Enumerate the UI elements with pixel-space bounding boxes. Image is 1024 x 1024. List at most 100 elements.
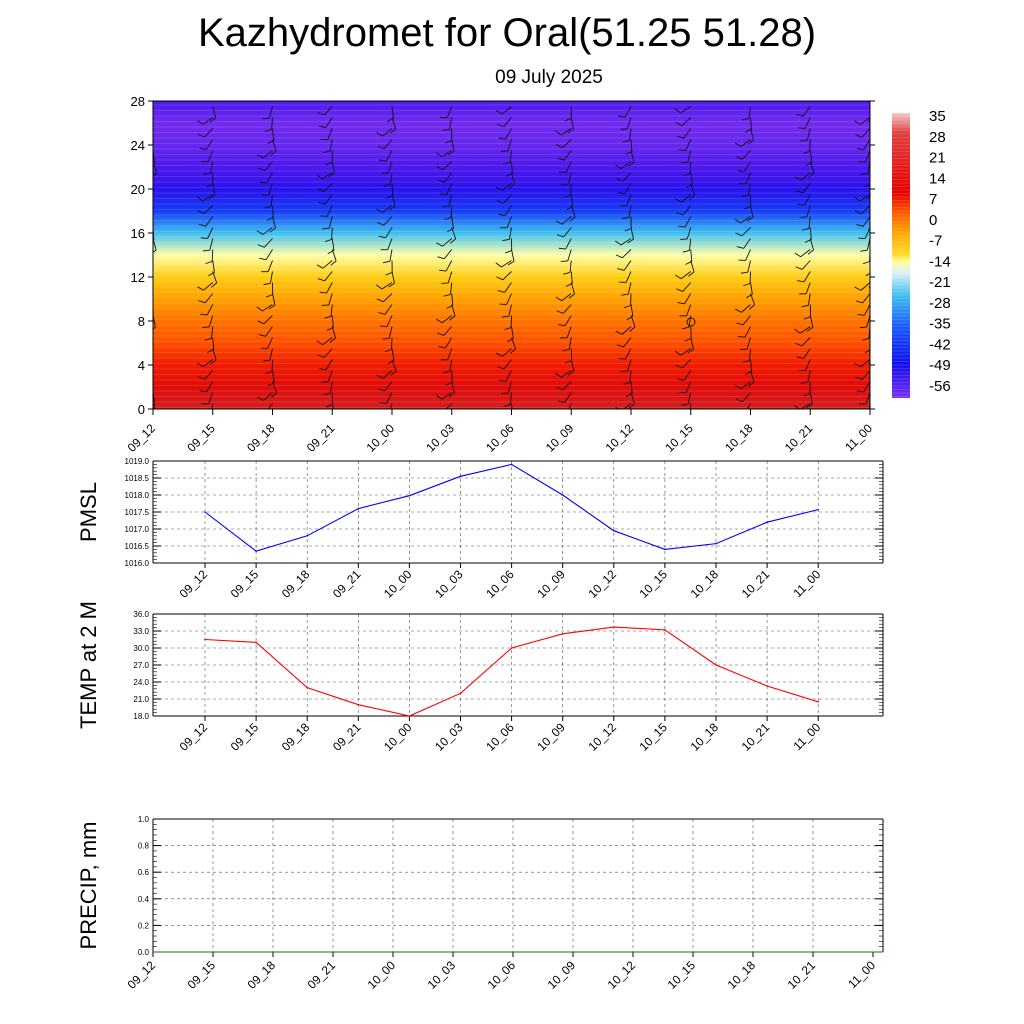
- wind-barb-flag: [266, 294, 273, 298]
- wind-barb-flag: [618, 115, 626, 118]
- wind-barb-flag: [259, 257, 267, 261]
- wind-barb: [680, 106, 691, 114]
- wind-barb: [381, 282, 393, 290]
- wind-barb: [331, 326, 336, 339]
- wind-barb: [690, 172, 693, 185]
- wind-barb-flag: [675, 364, 683, 369]
- data-point: [357, 703, 360, 706]
- wind-barb: [742, 392, 751, 402]
- wind-barb-flag: [856, 147, 864, 151]
- y-tick-label: 1017.5: [125, 508, 150, 517]
- wind-barb-flag: [256, 154, 264, 159]
- wind-barb-flag: [389, 205, 396, 211]
- wind-barb: [744, 326, 751, 338]
- wind-barb-flag: [318, 201, 326, 205]
- wind-barb-flag: [437, 256, 445, 260]
- wind-barb-flag: [497, 123, 504, 128]
- wind-barb: [447, 348, 453, 360]
- wind-barb: [745, 249, 751, 261]
- x-tick-label: 11_00: [845, 958, 878, 991]
- wind-barb-flag: [746, 216, 754, 222]
- wind-barb-flag: [330, 260, 337, 266]
- wind-barb-flag: [262, 359, 270, 362]
- wind-barb: [390, 172, 393, 185]
- wind-barb-flag: [152, 415, 157, 420]
- wind-barb: [203, 282, 214, 291]
- x-tick-label: 10_15: [637, 567, 671, 601]
- wind-barb-flag: [806, 403, 813, 409]
- wind-barb-flag: [616, 344, 624, 348]
- wind-barb: [741, 227, 751, 237]
- wind-barb-flag: [388, 282, 395, 288]
- wind-barb-flag: [742, 360, 750, 363]
- wind-barb-flag: [735, 156, 743, 160]
- wind-barb: [740, 216, 751, 224]
- wind-barb-flag: [319, 368, 327, 371]
- x-tick-label: 09_18: [279, 720, 313, 754]
- wind-barb: [561, 216, 572, 225]
- wind-barb-flag: [678, 149, 686, 151]
- wind-barb-flag: [497, 290, 505, 293]
- wind-barb: [442, 161, 453, 171]
- line-panels: 1016.0 1016.5 1017.0 1017.5 1018.0 1018.5 1019…: [76, 457, 884, 992]
- wind-barb-flag: [734, 384, 742, 390]
- x-tick-label: 09_15: [228, 567, 262, 601]
- wind-barb: [741, 304, 751, 313]
- wind-barb-flag: [567, 370, 575, 376]
- wind-barb-flag: [796, 356, 804, 359]
- wind-barb-flag: [623, 382, 631, 385]
- wind-barb-flag: [676, 288, 683, 292]
- wind-barb-flag: [141, 128, 148, 129]
- wind-barb: [445, 260, 453, 272]
- colorbar-label: -7: [929, 233, 942, 250]
- wind-barb-flag: [271, 392, 277, 398]
- wind-barb: [743, 161, 751, 172]
- wind-barb: [809, 315, 814, 328]
- wind-barb: [153, 172, 154, 174]
- wind-barb-flag: [316, 174, 323, 180]
- wind-barb: [803, 348, 811, 359]
- wind-barb-flag: [262, 117, 270, 120]
- wind-barb: [750, 128, 755, 141]
- wind-barb-flag: [801, 304, 809, 308]
- wind-barb-flag: [200, 237, 208, 239]
- wind-barb-flag: [385, 272, 393, 276]
- wind-barb: [624, 106, 632, 118]
- wind-barb-flag: [557, 400, 565, 403]
- wind-barb-flag: [808, 172, 815, 178]
- wind-barb: [504, 282, 512, 293]
- y-tick-label: 0.0: [138, 948, 150, 957]
- wind-barb: [860, 117, 870, 125]
- wind-barb-flag: [625, 393, 633, 397]
- wind-barb-flag: [806, 326, 814, 332]
- wind-barb: [567, 249, 572, 262]
- wind-barb: [803, 271, 811, 283]
- wind-barb: [624, 183, 632, 194]
- wind-barb: [451, 381, 455, 394]
- wind-barb-flag: [559, 171, 567, 173]
- wind-barb-flag: [317, 278, 325, 282]
- wind-barb: [389, 403, 393, 409]
- wind-barb-flag: [137, 253, 143, 257]
- wind-barb-flag: [507, 337, 514, 343]
- wind-barb: [626, 117, 632, 130]
- wind-barb-flag: [264, 205, 272, 209]
- wind-barb: [686, 304, 692, 316]
- wind-barb: [325, 117, 333, 128]
- wind-barb: [445, 337, 453, 349]
- wind-barb: [511, 161, 513, 174]
- wind-barb-flag: [744, 206, 751, 210]
- x-tick-label: 10_06: [483, 720, 517, 754]
- wind-barb: [208, 315, 214, 328]
- data-point: [510, 647, 513, 649]
- wind-barb: [747, 183, 751, 196]
- wind-barb-flag: [859, 326, 867, 329]
- wind-barbs: [137, 106, 870, 420]
- y-tick-label: 0: [138, 402, 145, 417]
- wind-barb: [384, 304, 393, 315]
- wind-barb: [681, 194, 692, 203]
- wind-barb-flag: [749, 304, 755, 310]
- wind-barb: [801, 260, 811, 270]
- wind-barb: [682, 282, 692, 292]
- heatmap-panel: 0 4 8 12 16 20 24 28 09_12 09_15 09_18 09_21 10_00 10…: [125, 94, 876, 455]
